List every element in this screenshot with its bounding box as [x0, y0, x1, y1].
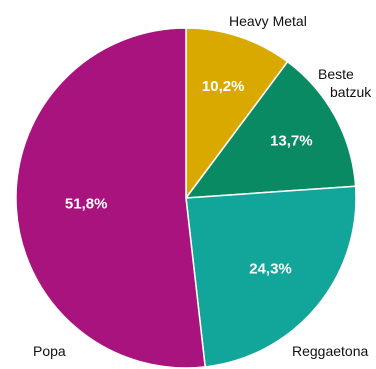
- pie-slice-heavy-metal: [185, 27, 289, 201]
- category-label-popa: Popa: [33, 343, 66, 359]
- value-label-beste-batzuk: 13,7%: [270, 133, 313, 150]
- category-label-reggaetona: Reggaetona: [292, 343, 369, 359]
- pie-slices: [15, 27, 357, 369]
- category-label-beste-batzuk: Beste batzuk: [318, 66, 372, 100]
- value-labels: 10,2% 13,7% 24,3% 51,8%: [65, 78, 313, 277]
- pie-slice-reggaetona: [185, 185, 357, 368]
- pie-slice-popa: [15, 27, 207, 369]
- value-label-heavy-metal: 10,2%: [202, 78, 245, 95]
- pie-slice-beste-batzuk: [184, 60, 357, 199]
- value-label-reggaetona: 24,3%: [249, 260, 292, 277]
- value-label-popa: 51,8%: [65, 196, 108, 213]
- category-label-heavy-metal: Heavy Metal: [229, 13, 307, 29]
- category-labels: Heavy Metal Beste batzuk Reggaetona Popa: [33, 13, 372, 359]
